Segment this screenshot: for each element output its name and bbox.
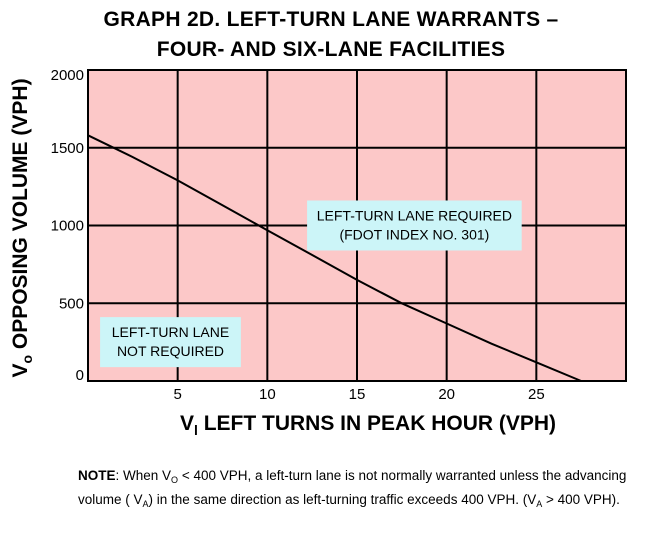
note-text-1: : When V (115, 468, 172, 483)
region-label: LEFT-TURN LANE (112, 324, 229, 340)
chart-svg: LEFT-TURN LANE REQUIRED (FDOT INDEX NO. 3… (9, 67, 627, 438)
footnote: NOTE: When VO < 400 VPH, a left-turn lan… (78, 466, 658, 514)
region-label: LEFT-TURN LANE REQUIRED (317, 208, 512, 224)
region-label: (FDOT INDEX NO. 301) (339, 227, 489, 243)
note-sub-1: O (171, 475, 179, 485)
note-text-4: > 400 VPH). (542, 492, 620, 507)
chart-title-line1: GRAPH 2D. LEFT-TURN LANE WARRANTS – (103, 8, 559, 31)
note-sub-2: A (142, 499, 149, 509)
x-tick-label: 10 (259, 386, 276, 403)
note-text-3: ) in the same direction as left-turning … (148, 492, 537, 507)
note-text-2: < 400 VPH, a left-turn lane is not norma… (78, 468, 627, 507)
y-tick-label: 1000 (51, 218, 84, 235)
x-tick-label: 20 (438, 386, 455, 403)
y-axis-label: Vo OPPOSING VOLUME (VPH) (9, 78, 35, 377)
region-boxes: LEFT-TURN LANE REQUIRED (FDOT INDEX NO. 3… (100, 200, 522, 368)
x-tick-label: 5 (173, 386, 181, 403)
y-tick-labels: 0 500 1000 1500 2000 (51, 67, 84, 384)
note-sub-3: A (536, 499, 543, 509)
chart-title-line2: FOUR- AND SIX-LANE FACILITIES (156, 38, 506, 61)
y-tick-label: 2000 (51, 67, 84, 84)
x-tick-label: 25 (528, 386, 545, 403)
region-box (100, 317, 241, 368)
y-tick-label: 1500 (51, 140, 84, 157)
region-label: NOT REQUIRED (117, 343, 224, 359)
x-axis-label: Vl LEFT TURNS IN PEAK HOUR (VPH) (180, 412, 556, 438)
note-label: NOTE (78, 468, 116, 483)
y-tick-label: 500 (59, 295, 84, 312)
warrant-curve (87, 134, 582, 382)
x-tick-label: 15 (349, 386, 366, 403)
x-tick-labels: 5 10 15 20 25 (173, 386, 544, 403)
y-tick-label: 0 (76, 367, 84, 384)
region-box (307, 200, 522, 251)
